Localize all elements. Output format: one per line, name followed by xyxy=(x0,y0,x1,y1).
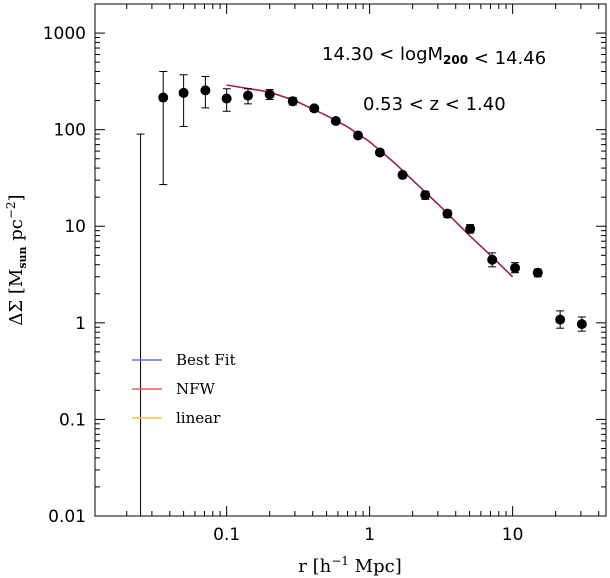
x-axis-label: r [h−1 Mpc] xyxy=(298,554,401,577)
tick-labels: 0.1 1 10 0.01 0.1 1 10 100 1000 xyxy=(43,24,524,545)
data-point xyxy=(374,147,385,158)
data-point xyxy=(510,262,521,273)
data-point xyxy=(178,87,189,98)
annotation-2: 0.53 < z < 1.40 xyxy=(363,94,506,115)
x-tick-label: 1 xyxy=(364,525,375,545)
data-point xyxy=(287,96,298,107)
data-point xyxy=(442,208,453,219)
plot-frame xyxy=(94,3,607,517)
data-point xyxy=(465,223,476,234)
legend-label: Best Fit xyxy=(176,351,236,369)
y-axis-label: ΔΣ [Msun pc−2] xyxy=(4,194,29,325)
x-tick-label: 0.1 xyxy=(213,525,240,545)
y-tick-label: 100 xyxy=(54,121,86,141)
data-point xyxy=(309,103,320,114)
data-point xyxy=(397,169,408,180)
data-point xyxy=(532,267,543,278)
axis-labels: r [h−1 Mpc] ΔΣ [Msun pc−2] xyxy=(4,194,402,577)
data-point xyxy=(158,92,169,103)
y-tick-label: 0.1 xyxy=(59,410,86,430)
data-point xyxy=(242,90,253,101)
data-point xyxy=(200,85,211,96)
data-point xyxy=(330,115,341,126)
data-point xyxy=(221,93,232,104)
legend-label: linear xyxy=(176,409,221,427)
y-tick-label: 1 xyxy=(75,314,86,334)
y-tick-label: 0.01 xyxy=(48,507,86,527)
data-point xyxy=(487,254,498,265)
annotations: 14.30 < logM200 < 14.46 0.53 < z < 1.40 xyxy=(322,44,546,115)
data-point xyxy=(353,130,364,141)
data-point xyxy=(420,190,431,201)
axis-ticks xyxy=(95,3,606,517)
legend-label: NFW xyxy=(176,380,216,398)
legend: Best Fit NFW linear xyxy=(132,351,236,427)
data-points-group xyxy=(136,71,587,516)
x-tick-label: 10 xyxy=(502,525,524,545)
y-tick-label: 10 xyxy=(64,217,86,237)
y-tick-label: 1000 xyxy=(43,24,86,44)
data-point xyxy=(576,319,587,330)
annotation-1: 14.30 < logM200 < 14.46 xyxy=(322,44,546,69)
data-point xyxy=(264,89,275,100)
data-point xyxy=(555,314,566,325)
